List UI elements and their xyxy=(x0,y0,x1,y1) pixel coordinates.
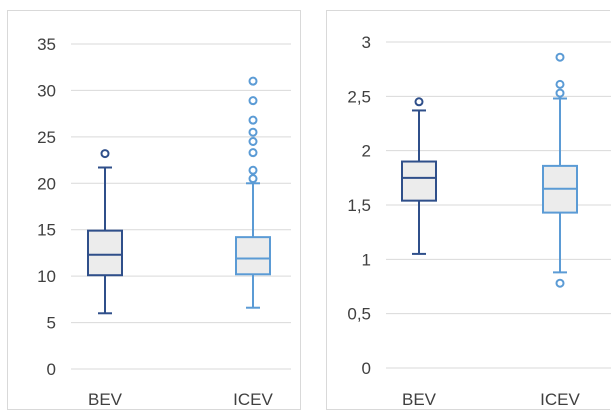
outlier-point xyxy=(248,115,258,125)
y-tick-label: 2,5 xyxy=(347,87,371,106)
outlier-point xyxy=(100,149,110,159)
outlier-point xyxy=(248,96,258,106)
y-tick-label: 1,5 xyxy=(347,196,371,215)
y-tick-label: 35 xyxy=(37,35,56,54)
y-tick-label: 0 xyxy=(362,359,371,378)
y-tick-label: 25 xyxy=(37,128,56,147)
y-tick-label: 0 xyxy=(47,360,56,379)
outlier-point xyxy=(248,165,258,175)
y-tick-label: 10 xyxy=(37,267,56,286)
boxplot-right: 0 0,5 1 1,5 2 2,5 3 BEV ICEV xyxy=(347,33,611,409)
outlier-point xyxy=(248,127,258,137)
boxplot-left: 0 5 10 15 20 25 30 35 BEV ICEV xyxy=(37,35,291,409)
y-tick-label: 0,5 xyxy=(347,305,371,324)
y-tick-label: 20 xyxy=(37,174,56,193)
y-tick-label: 1 xyxy=(362,250,371,269)
outlier-point xyxy=(555,88,565,98)
y-tick-label: 3 xyxy=(362,33,371,52)
outlier-point xyxy=(248,174,258,184)
outlier-point xyxy=(555,52,565,62)
outlier-point xyxy=(414,97,424,107)
x-tick-label: BEV xyxy=(88,390,123,409)
x-tick-label: ICEV xyxy=(233,390,273,409)
y-tick-label: 5 xyxy=(47,314,56,333)
x-tick-label: BEV xyxy=(402,390,437,409)
chart-panel-left: 0 5 10 15 20 25 30 35 BEV ICEV xyxy=(7,10,301,410)
box-iqr xyxy=(87,229,123,277)
outlier-point xyxy=(248,76,258,86)
box-iqr xyxy=(235,236,271,276)
outlier-point xyxy=(555,79,565,89)
outlier-point xyxy=(248,137,258,146)
outlier-point xyxy=(248,148,258,158)
x-tick-label: ICEV xyxy=(540,390,580,409)
chart-panel-right: 0 0,5 1 1,5 2 2,5 3 BEV ICEV xyxy=(326,10,611,410)
outlier-point xyxy=(555,278,565,288)
y-tick-label: 30 xyxy=(37,81,56,100)
y-tick-label: 15 xyxy=(37,221,56,240)
box-iqr xyxy=(401,160,437,202)
y-tick-label: 2 xyxy=(362,142,371,161)
